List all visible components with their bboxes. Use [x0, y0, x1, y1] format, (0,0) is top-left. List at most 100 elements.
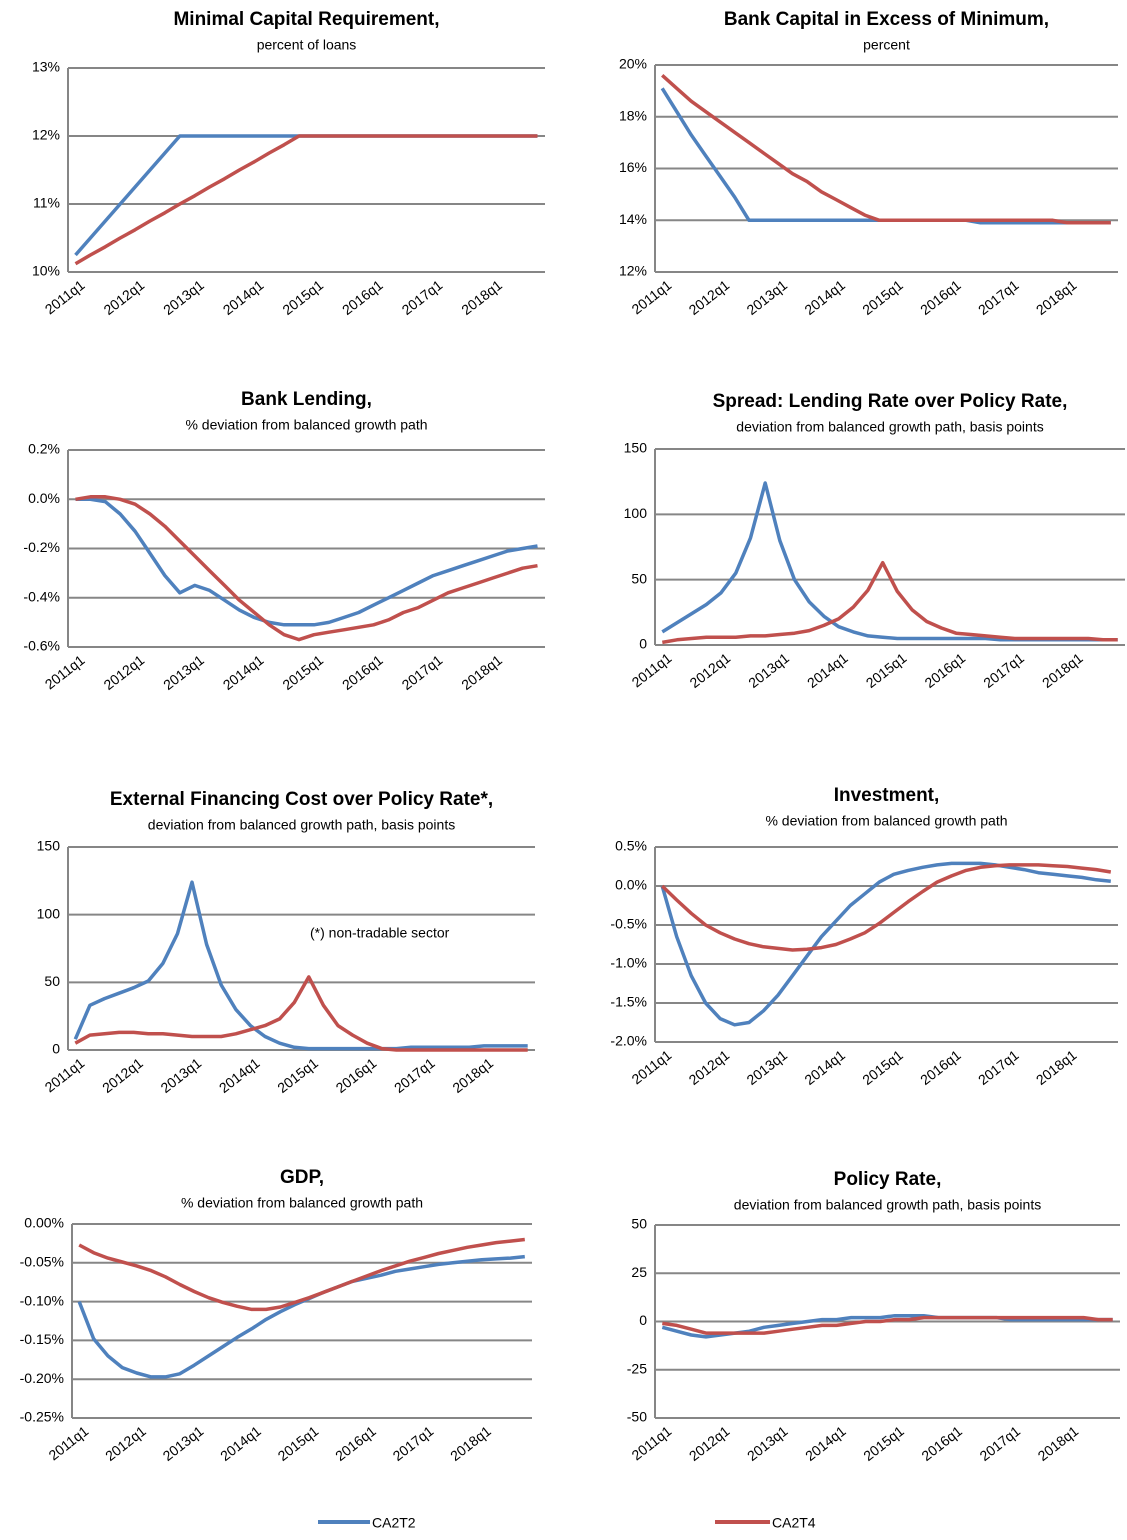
x-tick-label: 2016q1 [333, 1055, 380, 1097]
x-tick-label: 2013q1 [158, 1055, 205, 1097]
legend-label: CA2T4 [772, 1515, 816, 1531]
x-tick-label: 2018q1 [458, 277, 505, 319]
series-line [78, 1237, 525, 1312]
x-tick-label: 2012q1 [686, 1423, 733, 1465]
y-tick-label: -0.25% [20, 1409, 64, 1425]
x-tick-label: 2014q1 [217, 1423, 264, 1465]
y-tick-label: -25 [627, 1360, 647, 1376]
y-tick-label: 0.0% [28, 490, 60, 506]
series-line [74, 134, 538, 257]
x-tick-label: 2018q1 [1033, 1047, 1080, 1089]
y-tick-label: -0.5% [610, 916, 647, 932]
x-tick-label: 2012q1 [101, 652, 148, 694]
y-tick-label: 0 [639, 636, 647, 652]
chart-subtitle: deviation from balanced growth path, bas… [148, 817, 455, 833]
x-tick-label: 2014q1 [216, 1055, 263, 1097]
chart-subtitle: deviation from balanced growth path, bas… [736, 419, 1043, 435]
y-tick-label: 0.5% [615, 838, 647, 854]
y-tick-label: -2.0% [610, 1033, 647, 1049]
x-tick-label: 2018q1 [1035, 1423, 1082, 1465]
x-tick-label: 2015q1 [274, 1055, 321, 1097]
y-tick-label: -1.5% [610, 994, 647, 1010]
y-tick-label: 0.00% [24, 1215, 64, 1231]
chart-subtitle: deviation from balanced growth path, bas… [734, 1197, 1041, 1213]
x-tick-label: 2014q1 [804, 650, 851, 692]
y-tick-label: -50 [627, 1409, 647, 1425]
x-tick-label: 2011q1 [629, 1047, 675, 1088]
x-tick-label: 2013q1 [744, 1423, 791, 1465]
x-tick-label: 2013q1 [160, 652, 207, 694]
chart-title: Bank Capital in Excess of Minimum, [724, 9, 1049, 30]
series-line [660, 861, 1111, 1027]
chart-title: Bank Lending, [241, 389, 372, 410]
x-tick-label: 2015q1 [279, 652, 326, 694]
y-tick-label: 50 [44, 973, 60, 989]
chart-subtitle: percent [863, 37, 910, 53]
y-tick-label: -0.20% [20, 1370, 64, 1386]
x-tick-label: 2015q1 [860, 1423, 907, 1465]
series-line [661, 560, 1118, 645]
y-tick-label: 14% [619, 211, 647, 227]
x-tick-label: 2013q1 [160, 277, 207, 319]
annotation: (*) non-tradable sector [310, 925, 450, 941]
x-tick-label: 2018q1 [449, 1055, 496, 1097]
x-tick-label: 2016q1 [339, 652, 386, 694]
y-tick-label: 50 [631, 1216, 647, 1232]
y-tick-label: -0.6% [23, 638, 60, 654]
y-tick-label: 20% [619, 56, 647, 72]
x-tick-label: 2015q1 [859, 1047, 906, 1089]
x-tick-label: 2014q1 [801, 1047, 848, 1089]
y-tick-label: -0.2% [23, 539, 60, 555]
x-tick-label: 2012q1 [686, 1047, 733, 1089]
y-tick-label: 10% [32, 263, 60, 279]
series-line [75, 497, 538, 627]
x-tick-label: 2013q1 [160, 1423, 207, 1465]
series-line [74, 134, 538, 266]
x-tick-label: 2011q1 [42, 652, 88, 693]
x-tick-label: 2016q1 [339, 277, 386, 319]
x-tick-label: 2011q1 [45, 1423, 91, 1464]
x-tick-label: 2011q1 [42, 277, 88, 318]
chart-title: Spread: Lending Rate over Policy Rate, [713, 391, 1068, 412]
x-tick-label: 2017q1 [975, 1047, 1022, 1089]
x-tick-label: 2013q1 [743, 1047, 790, 1089]
series-line [662, 1315, 1113, 1335]
y-tick-label: 100 [37, 905, 61, 921]
x-tick-label: 2015q1 [859, 277, 906, 319]
x-tick-label: 2015q1 [279, 277, 326, 319]
x-tick-label: 2017q1 [391, 1055, 438, 1097]
x-tick-label: 2012q1 [102, 1423, 149, 1465]
y-tick-label: -0.05% [20, 1254, 64, 1270]
series-line [660, 863, 1112, 952]
y-tick-label: 150 [37, 838, 61, 854]
x-tick-label: 2016q1 [922, 650, 969, 692]
chart-title: GDP, [280, 1167, 324, 1188]
series-line [660, 87, 1111, 225]
x-tick-label: 2016q1 [917, 277, 964, 319]
x-tick-label: 2013q1 [743, 277, 790, 319]
series-line [661, 481, 1118, 642]
y-tick-label: -0.15% [20, 1331, 64, 1347]
y-tick-label: 25 [631, 1264, 647, 1280]
series-line [77, 1254, 525, 1379]
y-tick-label: 0.2% [28, 441, 60, 457]
x-tick-label: 2011q1 [629, 277, 675, 318]
x-tick-label: 2014q1 [802, 1423, 849, 1465]
legend-label: CA2T2 [372, 1515, 416, 1531]
x-tick-label: 2016q1 [332, 1423, 379, 1465]
y-tick-label: 100 [624, 505, 648, 521]
y-tick-label: 0 [52, 1041, 60, 1057]
x-tick-label: 2017q1 [976, 1423, 1023, 1465]
y-tick-label: 13% [32, 59, 60, 75]
x-tick-label: 2015q1 [275, 1423, 322, 1465]
x-tick-label: 2012q1 [101, 277, 148, 319]
x-tick-label: 2018q1 [1039, 650, 1086, 692]
x-tick-label: 2015q1 [863, 650, 910, 692]
x-tick-label: 2014q1 [801, 277, 848, 319]
x-tick-label: 2013q1 [745, 650, 792, 692]
chart-title: Investment, [834, 785, 940, 806]
x-tick-label: 2014q1 [220, 652, 267, 694]
y-tick-label: 12% [619, 263, 647, 279]
x-tick-label: 2017q1 [980, 650, 1027, 692]
x-tick-label: 2011q1 [42, 1055, 88, 1096]
